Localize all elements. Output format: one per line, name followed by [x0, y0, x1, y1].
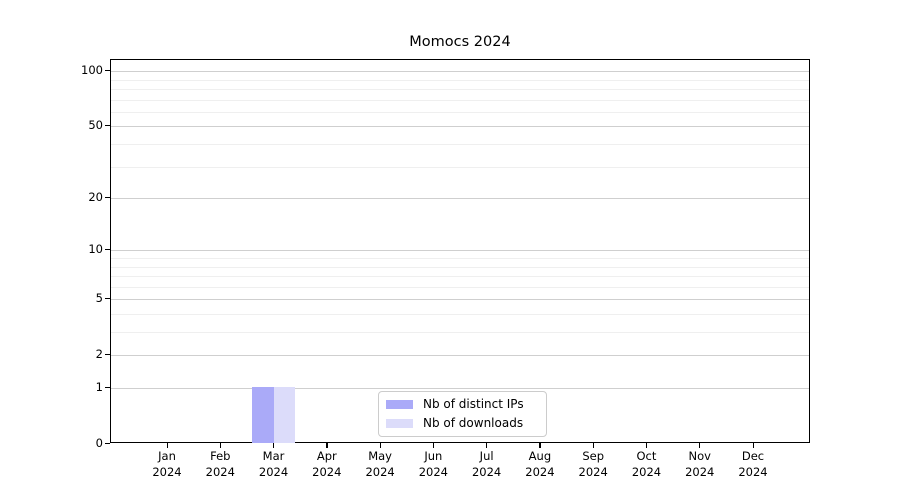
gridline-major [111, 299, 809, 301]
x-tick-label: Jun 2024 [418, 449, 448, 479]
x-tick-label: Feb 2024 [205, 449, 235, 479]
x-tick [326, 443, 328, 448]
y-tick-label: 100 [81, 63, 103, 78]
gridline-major [111, 355, 809, 357]
x-tick [486, 443, 488, 448]
x-tick [379, 443, 381, 448]
legend-label-distinct-ips: Nb of distinct IPs [423, 397, 524, 411]
gridline-minor [111, 79, 809, 81]
y-tick-label: 10 [88, 242, 103, 257]
bar-downloads-mar [273, 387, 295, 443]
plot-area [110, 59, 810, 443]
x-tick-label: Jan 2024 [152, 449, 182, 479]
x-tick-label: May 2024 [365, 449, 395, 479]
legend-label-downloads: Nb of downloads [423, 416, 524, 430]
x-tick-label: Nov 2024 [685, 449, 715, 479]
legend-item-distinct-ips: Nb of distinct IPs [386, 397, 538, 412]
gridline-minor [111, 332, 809, 333]
x-tick [219, 443, 221, 448]
gridline-minor [111, 111, 809, 113]
x-tick-label: Sep 2024 [578, 449, 608, 479]
bar-distinct-ips-mar [252, 387, 274, 443]
x-tick-label: Jul 2024 [471, 449, 502, 479]
gridline-major [111, 250, 809, 252]
y-tick-label: 5 [95, 291, 103, 306]
gridline-minor [111, 89, 809, 90]
chart-title: Momocs 2024 [409, 34, 511, 50]
x-tick [645, 443, 648, 448]
y-tick [105, 248, 110, 250]
gridline-minor [111, 286, 809, 288]
y-tick [105, 297, 110, 299]
x-tick [273, 443, 275, 448]
y-tick-label: 50 [88, 118, 103, 133]
y-tick [105, 196, 110, 198]
y-tick [105, 69, 110, 71]
x-tick [432, 443, 435, 448]
legend-swatch-downloads [386, 419, 413, 428]
x-tick [539, 443, 541, 448]
gridline-major [111, 126, 809, 128]
legend-item-downloads: Nb of downloads [386, 416, 538, 431]
legend-swatch-distinct-ips [386, 400, 413, 409]
y-tick-label: 0 [95, 436, 103, 450]
gridline-minor [111, 313, 809, 315]
y-tick [105, 353, 110, 355]
y-tick-label: 2 [95, 347, 103, 362]
x-tick-label: Mar 2024 [258, 449, 289, 479]
gridline-major [111, 71, 809, 73]
legend: Nb of distinct IPs Nb of downloads [378, 391, 547, 437]
x-tick-label: Apr 2024 [312, 449, 342, 479]
gridline-minor [111, 266, 809, 268]
gridline-minor [111, 99, 809, 101]
gridline-minor [111, 276, 809, 278]
x-tick [592, 443, 594, 448]
x-tick [699, 443, 701, 448]
gridline-minor [111, 257, 809, 259]
y-tick-label: 1 [95, 380, 103, 394]
y-tick [105, 124, 110, 127]
gridline-major [111, 198, 809, 200]
x-tick-label: Oct 2024 [631, 449, 662, 479]
gridline-minor [111, 166, 809, 168]
y-tick [105, 386, 110, 388]
gridline-minor [111, 144, 809, 145]
x-tick [166, 443, 168, 448]
x-tick-label: Aug 2024 [525, 449, 555, 479]
y-tick [105, 442, 110, 444]
x-tick-label: Dec 2024 [738, 449, 768, 479]
gridline-major [111, 388, 809, 389]
y-tick-label: 20 [88, 190, 103, 205]
x-tick [752, 443, 754, 448]
